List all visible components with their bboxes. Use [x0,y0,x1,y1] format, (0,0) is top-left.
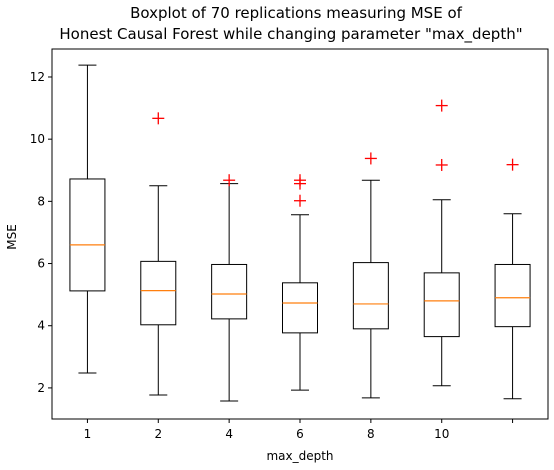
box-4 [282,174,318,391]
box-2 [140,112,177,396]
box-series [69,64,531,402]
y-tick-label: 4 [37,319,45,333]
y-axis: 2 4 6 8 10 12 [30,70,52,395]
flier-marker [294,194,306,207]
box-body [69,178,106,292]
y-axis-label: MSE [5,224,19,250]
box-body [494,263,531,328]
box-body [140,260,177,326]
x-axis: 1 2 4 6 8 10 [84,419,514,441]
box-6 [423,99,460,387]
chart-title-line-2: Honest Causal Forest while changing para… [59,25,522,44]
flier-marker [294,174,306,187]
flier-marker [152,112,165,125]
y-tick-label: 10 [30,132,45,146]
x-tick-label: 1 [84,427,92,441]
chart-title-line-1: Boxplot of 70 replications measuring MSE… [130,4,463,22]
flier-marker [506,158,519,171]
box-body [211,263,248,320]
flier-marker [364,152,377,165]
flier-marker [435,158,448,171]
x-axis-label: max_depth [266,449,333,463]
box-body [352,262,389,330]
box-5 [352,152,389,399]
box-body [282,282,318,334]
box-1 [69,64,106,374]
x-tick-label: 4 [225,427,233,441]
box-7 [494,158,531,400]
x-tick-label: 2 [154,427,162,441]
box-3 [211,174,248,402]
y-tick-label: 2 [37,381,45,395]
y-tick-label: 8 [37,194,45,208]
flier-marker [435,99,448,112]
flier-marker [223,174,236,187]
box-body [423,272,460,338]
y-tick-label: 6 [37,257,45,271]
x-tick-label: 6 [296,427,304,441]
x-tick-label: 10 [434,427,449,441]
x-tick-label: 8 [367,427,375,441]
y-tick-label: 12 [30,70,45,84]
